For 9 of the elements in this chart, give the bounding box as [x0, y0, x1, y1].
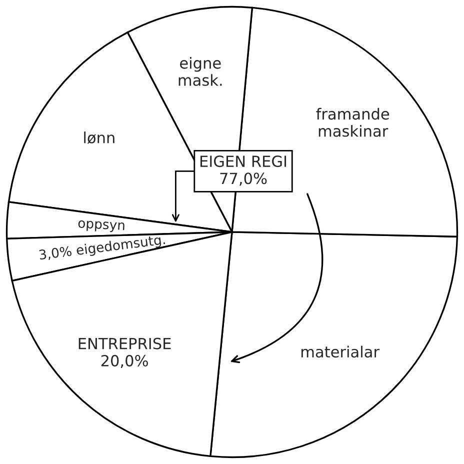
slice-label: oppsyn [78, 220, 125, 233]
legend-label: 3,0% eigedomsutg. [38, 234, 166, 262]
slice-label: materialar [301, 346, 380, 358]
slice-label: lønn [84, 132, 114, 144]
slice-label: eigne mask. [178, 56, 222, 86]
data-label: 20,0% [101, 354, 148, 368]
text: EIGEN REGI 77,0% [200, 156, 286, 186]
slice-label: framande maskinar [316, 108, 390, 137]
slice-label: ENTREPRISE [78, 338, 171, 350]
